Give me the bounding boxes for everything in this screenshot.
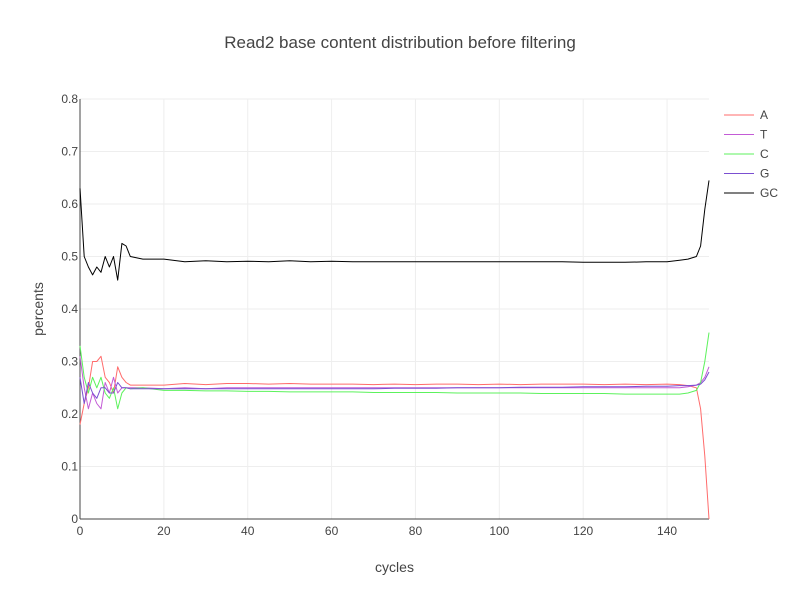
- series-lines: [79, 180, 710, 520]
- x-tick-label: 0: [77, 524, 84, 538]
- legend-label-a: A: [760, 108, 768, 122]
- x-tick-label: 120: [573, 524, 593, 538]
- series-line-c: [79, 332, 710, 410]
- grid: [80, 98, 709, 519]
- legend-label-t: T: [760, 128, 768, 142]
- x-tick-label: 60: [325, 524, 339, 538]
- series-line-gc: [79, 180, 710, 281]
- y-tick-label: 0.7: [61, 145, 78, 159]
- y-tick-label: 0.3: [61, 355, 78, 369]
- y-tick-label: 0.1: [61, 460, 78, 474]
- x-axis-title: cycles: [375, 559, 414, 575]
- x-tick-label: 80: [409, 524, 423, 538]
- y-tick-labels: 0 0.1 0.2 0.3 0.4 0.5 0.6 0.7 0.8: [61, 92, 78, 526]
- y-tick-label: 0.2: [61, 407, 78, 421]
- legend-label-g: G: [760, 167, 769, 181]
- chart-title: Read2 base content distribution before f…: [224, 33, 576, 52]
- x-tick-label: 40: [241, 524, 255, 538]
- legend-label-gc: GC: [760, 186, 778, 200]
- y-tick-label: 0.4: [61, 302, 78, 316]
- legend-label-c: C: [760, 147, 769, 161]
- y-tick-label: 0: [71, 512, 78, 526]
- y-axis-title: percents: [30, 282, 46, 336]
- x-tick-label: 140: [657, 524, 677, 538]
- x-tick-label: 20: [157, 524, 171, 538]
- series-line-g: [79, 371, 710, 404]
- y-tick-label: 0.5: [61, 250, 78, 264]
- x-tick-label: 100: [489, 524, 509, 538]
- series-line-t: [79, 356, 710, 410]
- y-tick-label: 0.8: [61, 92, 78, 106]
- y-tick-label: 0.6: [61, 197, 78, 211]
- x-tick-labels: 0 20 40 60 80 100 120 140: [77, 524, 678, 538]
- axes: [79, 99, 709, 520]
- series-line-a: [79, 355, 710, 520]
